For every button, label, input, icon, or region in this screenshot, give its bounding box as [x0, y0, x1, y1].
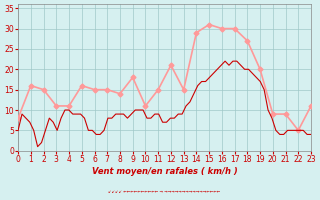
Text: ↙↙↙↙ ←←←←←←←←←← → →→→→→→→→→→→→←←←←: ↙↙↙↙ ←←←←←←←←←← → →→→→→→→→→→→→←←←←: [108, 190, 221, 194]
X-axis label: Vent moyen/en rafales ( km/h ): Vent moyen/en rafales ( km/h ): [92, 167, 237, 176]
